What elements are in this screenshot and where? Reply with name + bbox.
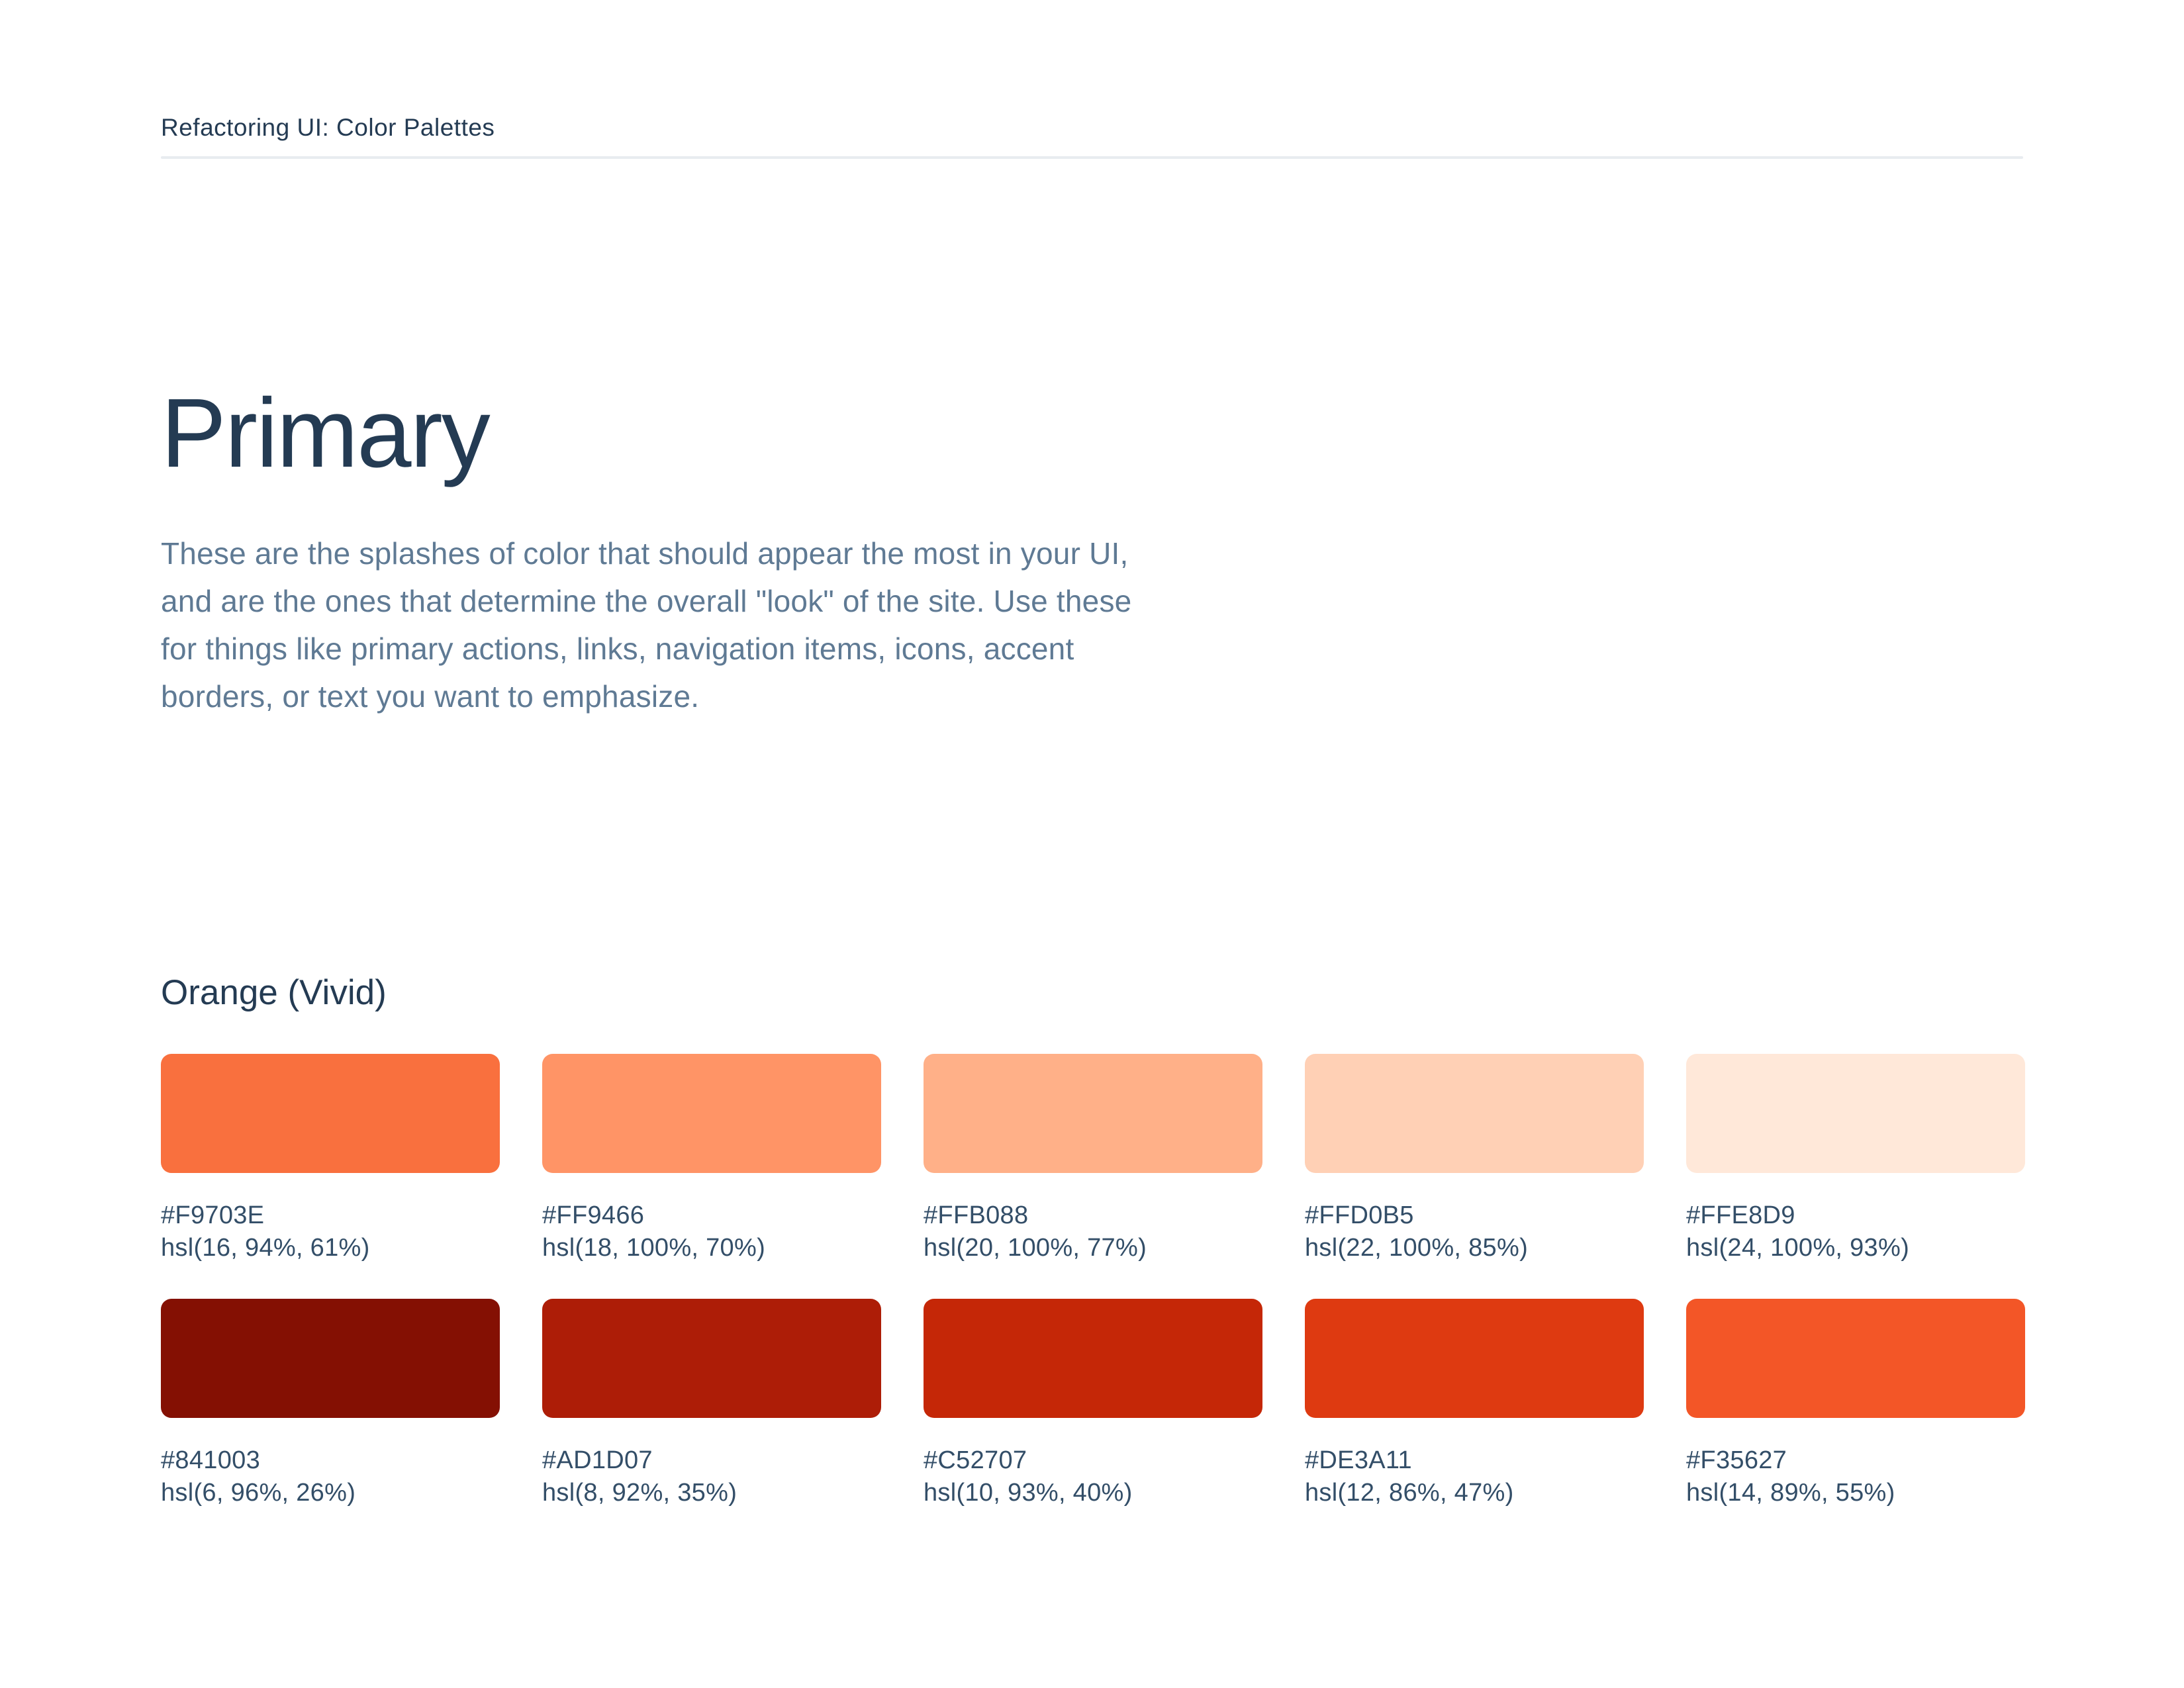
color-swatch [161,1299,500,1419]
swatch-hex-label: #FF9466 [542,1201,645,1230]
swatch-hex-label: #F9703E [161,1201,265,1230]
color-swatch [1686,1054,2025,1174]
swatch-hsl-label: hsl(24, 100%, 93%) [1686,1234,1910,1262]
swatch-hex-label: #DE3A11 [1305,1446,1412,1475]
swatch-cell: #F9703E hsl(16, 94%, 61%) [161,1054,500,1264]
swatch-cell: #F35627 hsl(14, 89%, 55%) [1686,1299,2025,1509]
color-swatch [542,1054,881,1174]
swatch-cell: #841003 hsl(6, 96%, 26%) [161,1299,500,1509]
swatch-cell: #DE3A11 hsl(12, 86%, 47%) [1305,1299,1644,1509]
swatch-hsl-label: hsl(18, 100%, 70%) [542,1234,766,1262]
swatch-hex-label: #F35627 [1686,1446,1787,1475]
color-swatch [1686,1299,2025,1419]
section-heading: Primary [161,379,491,488]
palette-row-1: #F9703E hsl(16, 94%, 61%) #FF9466 hsl(18… [161,1054,2025,1264]
swatch-cell: #FF9466 hsl(18, 100%, 70%) [542,1054,881,1264]
swatch-hex-label: #C52707 [924,1446,1027,1475]
swatch-hex-label: #FFE8D9 [1686,1201,1795,1230]
color-swatch [1305,1299,1644,1419]
palette-row-2: #841003 hsl(6, 96%, 26%) #AD1D07 hsl(8, … [161,1299,2025,1509]
swatch-hsl-label: hsl(8, 92%, 35%) [542,1479,737,1507]
description-line: borders, or text you want to emphasize. [161,679,700,714]
color-swatch [924,1299,1262,1419]
color-swatch [924,1054,1262,1174]
color-swatch [542,1299,881,1419]
description-line: for things like primary actions, links, … [161,632,1074,667]
swatch-hsl-label: hsl(20, 100%, 77%) [924,1234,1147,1262]
swatch-cell: #AD1D07 hsl(8, 92%, 35%) [542,1299,881,1509]
swatch-hsl-label: hsl(22, 100%, 85%) [1305,1234,1529,1262]
swatch-hex-label: #841003 [161,1446,261,1475]
description-line: These are the splashes of color that sho… [161,536,1129,571]
swatch-hsl-label: hsl(16, 94%, 61%) [161,1234,370,1262]
swatch-cell: #FFD0B5 hsl(22, 100%, 85%) [1305,1054,1644,1264]
swatch-cell: #FFE8D9 hsl(24, 100%, 93%) [1686,1054,2025,1264]
swatch-hsl-label: hsl(14, 89%, 55%) [1686,1479,1895,1507]
swatch-hex-label: #FFD0B5 [1305,1201,1414,1230]
swatch-hsl-label: hsl(10, 93%, 40%) [924,1479,1133,1507]
header-divider [161,156,2023,159]
palette-name: Orange (Vivid) [161,973,387,1013]
document-header: Refactoring UI: Color Palettes [161,0,2023,159]
swatch-hsl-label: hsl(12, 86%, 47%) [1305,1479,1514,1507]
color-swatch [161,1054,500,1174]
section-description: These are the splashes of color that sho… [161,530,2023,720]
description-line: and are the ones that determine the over… [161,584,1132,619]
document-title: Refactoring UI: Color Palettes [161,114,495,141]
swatch-hex-label: #AD1D07 [542,1446,653,1475]
swatch-hex-label: #FFB088 [924,1201,1029,1230]
swatch-cell: #FFB088 hsl(20, 100%, 77%) [924,1054,1262,1264]
swatch-hsl-label: hsl(6, 96%, 26%) [161,1479,356,1507]
color-swatch [1305,1054,1644,1174]
swatch-cell: #C52707 hsl(10, 93%, 40%) [924,1299,1262,1509]
